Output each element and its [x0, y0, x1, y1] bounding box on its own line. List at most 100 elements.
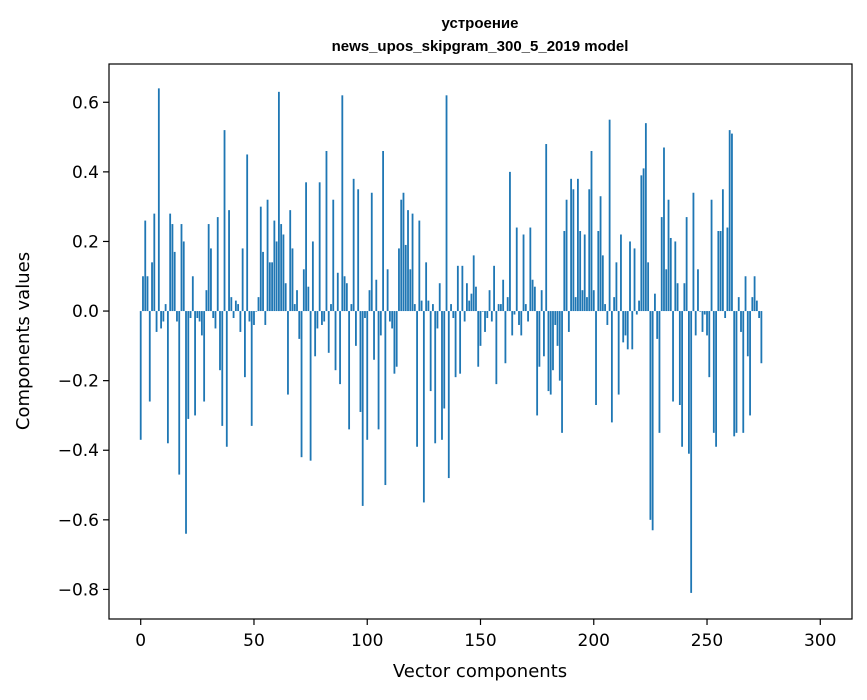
x-axis-ticks: 0 50 100 150 200 250 300: [135, 619, 837, 651]
bar: [434, 311, 437, 444]
bar: [348, 311, 351, 430]
bar: [402, 192, 405, 312]
bar: [264, 311, 267, 325]
bar: [577, 178, 579, 312]
bar: [144, 220, 147, 312]
bar: [182, 241, 185, 312]
bar: [334, 311, 337, 371]
bar: [470, 293, 473, 312]
bar: [232, 311, 235, 319]
bar: [436, 311, 439, 329]
bar: [654, 293, 656, 312]
bar: [731, 133, 733, 312]
bar: [456, 265, 459, 312]
bar: [706, 311, 708, 336]
bar: [309, 311, 312, 461]
bar: [536, 311, 539, 416]
bar: [681, 311, 684, 447]
bar: [685, 217, 688, 312]
x-tick-label: 200: [578, 631, 610, 651]
bar: [663, 147, 665, 312]
bar: [409, 269, 412, 312]
bar: [221, 311, 224, 426]
bar: [205, 290, 208, 312]
bar: [246, 154, 249, 312]
bar: [610, 311, 613, 423]
bar: [330, 304, 332, 312]
bar: [484, 311, 486, 332]
bar: [624, 311, 627, 336]
bar: [583, 234, 586, 312]
bar: [608, 119, 611, 312]
bar: [497, 304, 500, 312]
bar: [169, 213, 172, 312]
bar: [325, 150, 328, 312]
bar: [454, 311, 457, 378]
bar: [475, 286, 477, 312]
bar: [248, 311, 251, 322]
bar: [504, 311, 507, 364]
bar: [715, 311, 717, 447]
bar: [207, 224, 210, 312]
bar: [189, 311, 192, 319]
bar: [518, 311, 520, 325]
bar: [176, 311, 178, 322]
bar: [676, 283, 679, 312]
bar: [139, 311, 142, 440]
bar: [142, 276, 144, 312]
bar: [275, 241, 278, 312]
bar: [400, 199, 403, 312]
bar: [626, 311, 629, 350]
x-tick-label: 50: [243, 631, 265, 651]
bar: [574, 297, 577, 312]
bar: [305, 182, 307, 312]
bar: [300, 311, 303, 458]
bar: [570, 178, 573, 312]
bar: [547, 311, 550, 392]
bar: [282, 234, 285, 312]
bar: [391, 311, 394, 329]
bar: [196, 311, 199, 319]
bar: [361, 311, 364, 506]
bar: [656, 311, 659, 339]
bar: [418, 220, 421, 312]
bar: [395, 311, 398, 367]
bar: [257, 297, 260, 312]
bar: [669, 237, 672, 312]
bar: [398, 248, 400, 312]
bar: [339, 311, 341, 385]
bar: [321, 311, 323, 325]
bar: [638, 300, 640, 312]
bar: [579, 231, 582, 312]
bar: [345, 283, 348, 312]
bar: [565, 199, 568, 312]
bar: [445, 95, 448, 312]
bar: [472, 255, 475, 312]
bar: [198, 311, 201, 322]
bar: [429, 311, 432, 392]
bars-group: [139, 88, 763, 593]
x-tick-label: 100: [351, 631, 383, 651]
bar: [635, 311, 638, 315]
bar: [443, 311, 446, 409]
bar: [153, 213, 156, 312]
bar: [524, 304, 527, 312]
bar: [225, 311, 228, 447]
bar: [592, 290, 595, 312]
bar: [296, 290, 298, 312]
bar: [364, 311, 366, 319]
bar: [760, 311, 763, 364]
y-tick-label: 0.6: [72, 93, 99, 113]
bar: [461, 265, 464, 312]
bar: [674, 241, 677, 312]
bar: [740, 311, 742, 332]
bar: [660, 217, 663, 312]
bar: [678, 311, 681, 405]
bar: [531, 279, 534, 312]
bar: [699, 311, 702, 312]
bar: [302, 269, 305, 312]
y-tick-label: −0.6: [58, 511, 99, 531]
bar: [350, 304, 353, 312]
